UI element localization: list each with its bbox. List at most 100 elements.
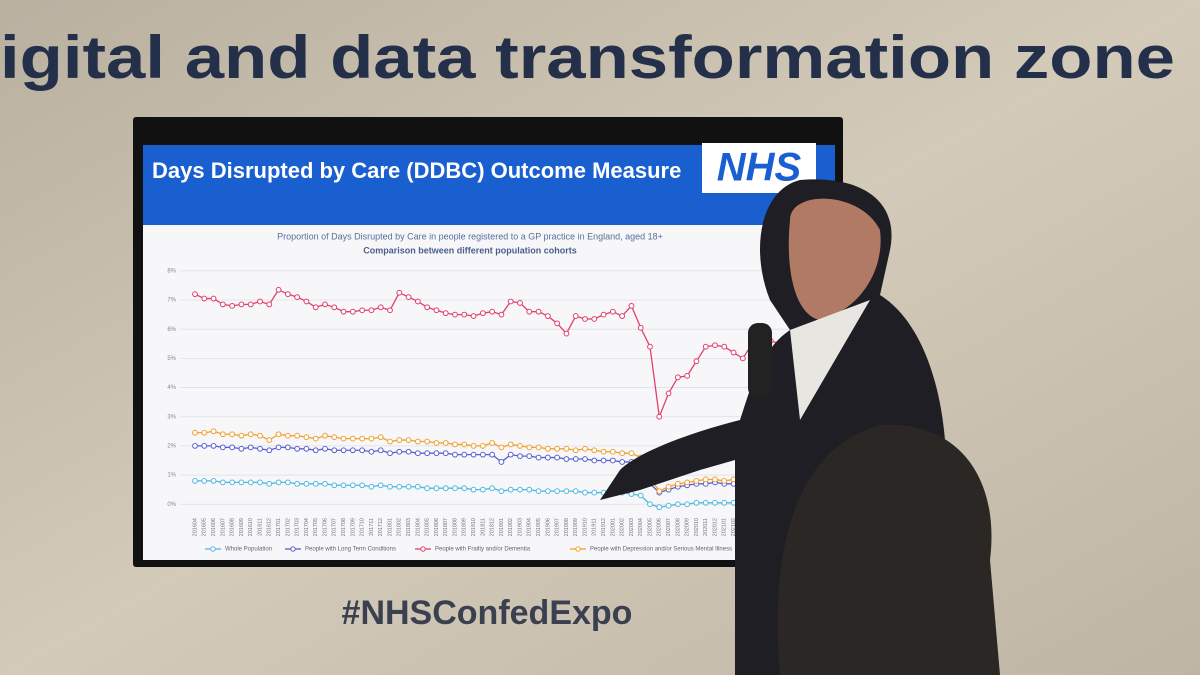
x-tick-label: 201606	[211, 518, 217, 536]
x-tick-label: 202010	[694, 518, 700, 536]
data-point	[201, 478, 208, 484]
data-point	[554, 454, 561, 461]
data-point	[312, 447, 319, 454]
data-point	[619, 313, 626, 319]
x-tick-label: 202008	[675, 518, 681, 536]
data-point	[535, 454, 542, 461]
data-point	[563, 445, 570, 452]
data-point	[275, 479, 282, 486]
data-point	[414, 483, 421, 490]
data-point	[322, 432, 328, 439]
data-point	[517, 300, 523, 306]
data-point	[609, 308, 616, 315]
x-tick-label: 201611	[257, 518, 263, 536]
chart-title: Proportion of Days Disrupted by Care in …	[277, 231, 663, 241]
data-point	[554, 445, 561, 452]
data-point	[712, 499, 718, 506]
x-tick-label: 202002	[620, 518, 626, 536]
legend-marker	[420, 546, 426, 552]
x-tick-label: 202003	[629, 518, 635, 536]
data-point	[554, 488, 561, 495]
data-point	[414, 438, 421, 445]
x-tick-label: 201911	[592, 518, 598, 536]
x-tick-label: 201708	[341, 518, 347, 536]
data-point	[489, 485, 496, 492]
x-tick-label: 201612	[267, 518, 273, 536]
data-point	[331, 482, 338, 489]
x-tick-label: 202102	[731, 518, 737, 536]
data-point	[210, 478, 217, 484]
x-tick-label: 201903	[517, 518, 523, 536]
data-point	[238, 432, 245, 439]
x-tick-label: 201705	[313, 518, 319, 536]
data-point	[582, 456, 588, 462]
data-point	[702, 343, 709, 350]
data-point	[303, 434, 310, 441]
data-point	[405, 294, 412, 300]
data-point	[340, 435, 347, 442]
data-point	[387, 483, 393, 490]
data-point	[331, 447, 338, 454]
data-point	[470, 451, 477, 458]
data-point	[526, 444, 533, 451]
data-point	[684, 479, 691, 486]
x-tick-label: 201712	[378, 518, 384, 536]
data-point	[257, 479, 263, 486]
data-point	[396, 437, 403, 443]
x-tick-label: 201908	[564, 518, 570, 536]
data-point	[433, 485, 440, 492]
x-tick-label: 201912	[601, 518, 607, 536]
data-point	[192, 429, 198, 436]
data-point	[470, 486, 477, 493]
y-tick-label: 2%	[167, 443, 176, 449]
data-point	[192, 442, 198, 449]
microphone	[748, 323, 772, 398]
data-point	[284, 432, 291, 439]
data-point	[684, 372, 691, 379]
data-point	[331, 304, 338, 311]
data-point	[266, 437, 273, 443]
data-point	[359, 482, 366, 489]
data-point	[322, 480, 328, 487]
x-tick-label: 201610	[248, 518, 254, 536]
data-point	[247, 431, 254, 438]
data-point	[294, 432, 301, 439]
data-point	[507, 486, 514, 493]
data-point	[294, 480, 301, 487]
data-point	[349, 435, 356, 442]
x-tick-label: 201704	[304, 518, 310, 536]
data-point	[609, 457, 616, 464]
data-point	[600, 311, 607, 318]
data-point	[582, 445, 588, 452]
data-point	[489, 451, 496, 458]
data-point	[572, 488, 579, 495]
x-tick-label: 201906	[545, 518, 551, 536]
plot: 0%1%2%3%4%5%6%7%8%201604 201605 201606 2016…	[167, 268, 800, 553]
data-point	[442, 450, 449, 457]
data-point	[377, 447, 384, 454]
data-point	[674, 501, 681, 508]
x-tick-label: 201910	[582, 518, 588, 536]
x-tick-label: 201907	[555, 518, 561, 536]
x-tick-label: 201909	[573, 518, 579, 536]
data-point	[461, 311, 468, 318]
x-tick-label: 201809	[462, 518, 468, 536]
data-point	[433, 307, 440, 314]
x-tick-label: 201706	[322, 518, 328, 536]
data-point	[229, 302, 236, 309]
x-tick-label: 201801	[387, 518, 393, 536]
data-point	[266, 301, 273, 308]
data-point	[210, 295, 217, 302]
series-line	[195, 445, 781, 494]
data-point	[517, 453, 523, 460]
data-point	[591, 316, 598, 322]
legend-marker	[210, 546, 216, 552]
y-tick-label: 8%	[167, 268, 176, 274]
data-point	[312, 304, 319, 311]
data-point	[294, 294, 301, 300]
legend-label: Whole Population	[225, 547, 272, 553]
y-tick-label: 6%	[167, 327, 176, 333]
data-point	[359, 435, 366, 442]
x-tick-label: 201902	[508, 518, 514, 536]
